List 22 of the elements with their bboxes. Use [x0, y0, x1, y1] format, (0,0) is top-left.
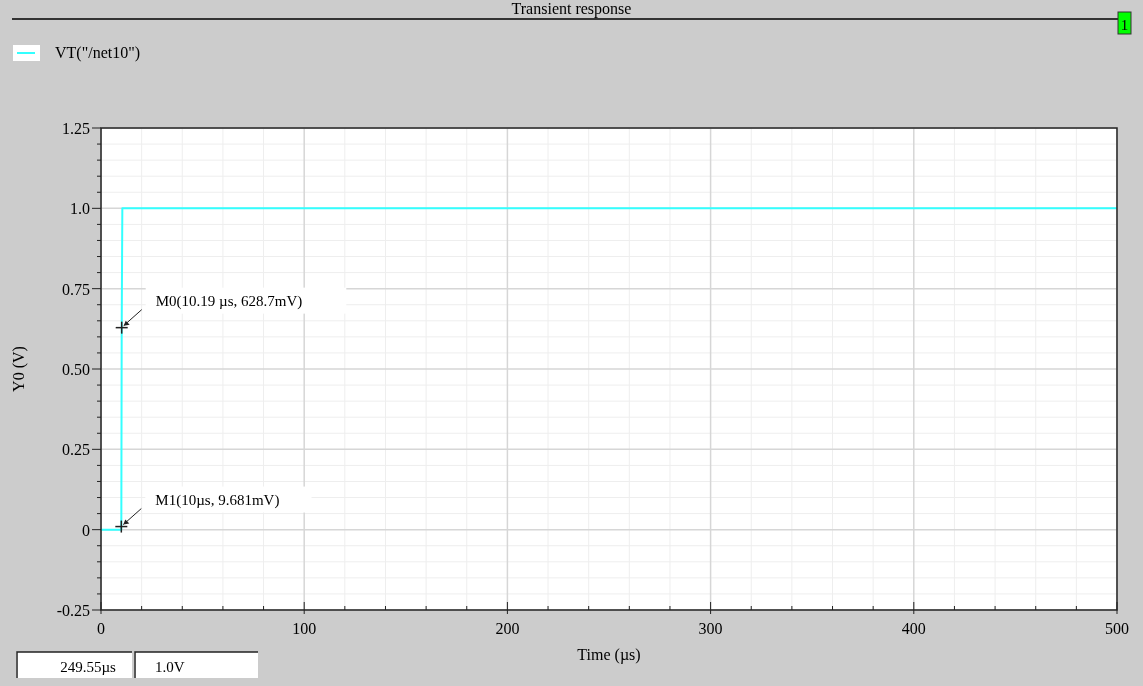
y-axis-title: Y0 (V) [10, 346, 28, 392]
text: 1.0V [155, 659, 185, 675]
y-tick-label: 0.50 [62, 361, 90, 378]
y-tick-label: -0.25 [56, 602, 90, 619]
y-tick-label: 1.0 [70, 200, 90, 218]
x-tick-label: 0 [97, 620, 105, 637]
y-tick-label: 0 [82, 521, 90, 539]
annotation: M0(10.19 µs, 628.7mV) [155, 292, 303, 310]
x-tick-label: 100 [292, 620, 317, 637]
y-tick-label: 0.25 [62, 441, 90, 459]
x-tick-label: 400 [901, 620, 926, 637]
y-tick-label: 0.75 [62, 280, 90, 298]
y-tick-label: 1.25 [62, 120, 90, 137]
legend-label: VT("/net10") [55, 44, 141, 62]
x-tick-label: 300 [698, 620, 723, 637]
chart-title: Transient response [511, 0, 632, 18]
window-number-tag: 1 [1117, 11, 1132, 35]
x-tick-label: 500 [1105, 620, 1129, 637]
x-axis-title: Time (µs) [577, 646, 641, 664]
annotation: M1(10µs, 9.681mV) [155, 491, 280, 509]
text: 249.55µs [60, 659, 117, 675]
x-tick-label: 200 [495, 620, 520, 637]
